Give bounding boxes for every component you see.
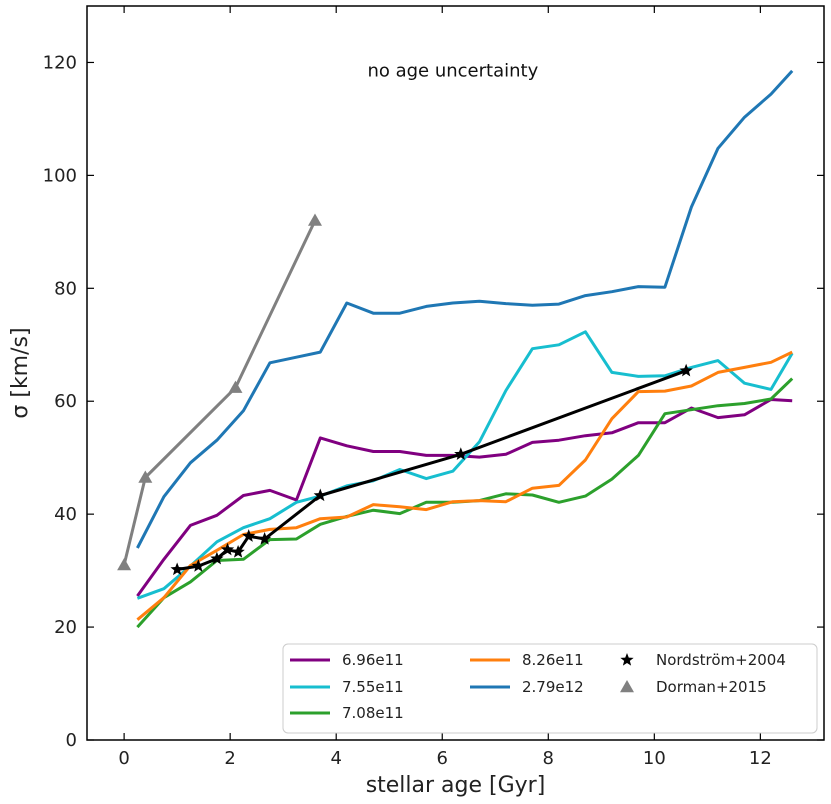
legend: 6.96e11 8.26e11 Nordström+2004 7.55e11 2.79e… <box>282 643 818 734</box>
y-tick-label: 120 <box>43 52 77 73</box>
legend-label-dorman-2015: Dorman+2015 <box>656 678 767 696</box>
chart-annotation: no age uncertainty <box>367 61 538 82</box>
data-point-nordstr-m-2004 <box>170 562 184 576</box>
data-point-nordstr-m-2004 <box>313 488 327 502</box>
legend-label-7-08e11: 7.08e11 <box>342 704 404 722</box>
data-point-nordstr-m-2004 <box>257 532 272 545</box>
legend-label-6-96e11: 6.96e11 <box>342 651 404 669</box>
data-point-dorman-2015 <box>138 470 153 483</box>
y-tick-label: 80 <box>54 278 77 299</box>
legend-label-nordstr-m-2004: Nordström+2004 <box>656 651 786 669</box>
plot-frame <box>86 5 825 741</box>
data-point-nordstr-m-2004 <box>191 559 205 572</box>
x-tick-label: 12 <box>749 748 772 769</box>
data-point-dorman-2015 <box>117 557 132 571</box>
legend-box <box>282 643 818 734</box>
legend-marker-dorman-2015 <box>620 680 634 693</box>
series-line-nordstr-m-2004 <box>176 369 687 571</box>
y-tick-label: 60 <box>54 391 77 412</box>
y-tick-label: 0 <box>66 730 77 751</box>
data-point-nordstr-m-2004 <box>210 551 224 565</box>
x-tick-label: 4 <box>330 748 341 769</box>
x-tick-label: 0 <box>118 748 129 769</box>
y-axis-label: σ [km/s] <box>8 327 33 418</box>
legend-label-2-79e12: 2.79e12 <box>522 678 584 696</box>
x-tick-label: 6 <box>437 748 448 769</box>
data-point-dorman-2015 <box>228 380 243 393</box>
x-tick-label: 8 <box>543 748 554 769</box>
y-tick-label: 20 <box>54 617 77 638</box>
y-tick-label: 100 <box>43 165 77 186</box>
legend-label-7-55e11: 7.55e11 <box>342 678 404 696</box>
series-line-2-79e12 <box>136 69 794 549</box>
data-point-nordstr-m-2004 <box>454 447 468 460</box>
x-tick-label: 10 <box>643 748 666 769</box>
legend-label-8-26e11: 8.26e11 <box>522 651 584 669</box>
markers-layer <box>117 213 693 576</box>
x-tick-label: 2 <box>224 748 235 769</box>
data-point-nordstr-m-2004 <box>242 529 256 542</box>
y-tick-label: 40 <box>54 504 77 525</box>
series-line-dorman-2015 <box>122 219 317 566</box>
data-point-nordstr-m-2004 <box>220 542 235 556</box>
data-point-dorman-2015 <box>307 213 322 226</box>
data-point-nordstr-m-2004 <box>679 363 693 377</box>
x-axis-label: stellar age [Gyr] <box>366 773 546 798</box>
data-point-nordstr-m-2004 <box>231 544 245 558</box>
legend-marker-nordstr-m-2004 <box>620 653 634 666</box>
